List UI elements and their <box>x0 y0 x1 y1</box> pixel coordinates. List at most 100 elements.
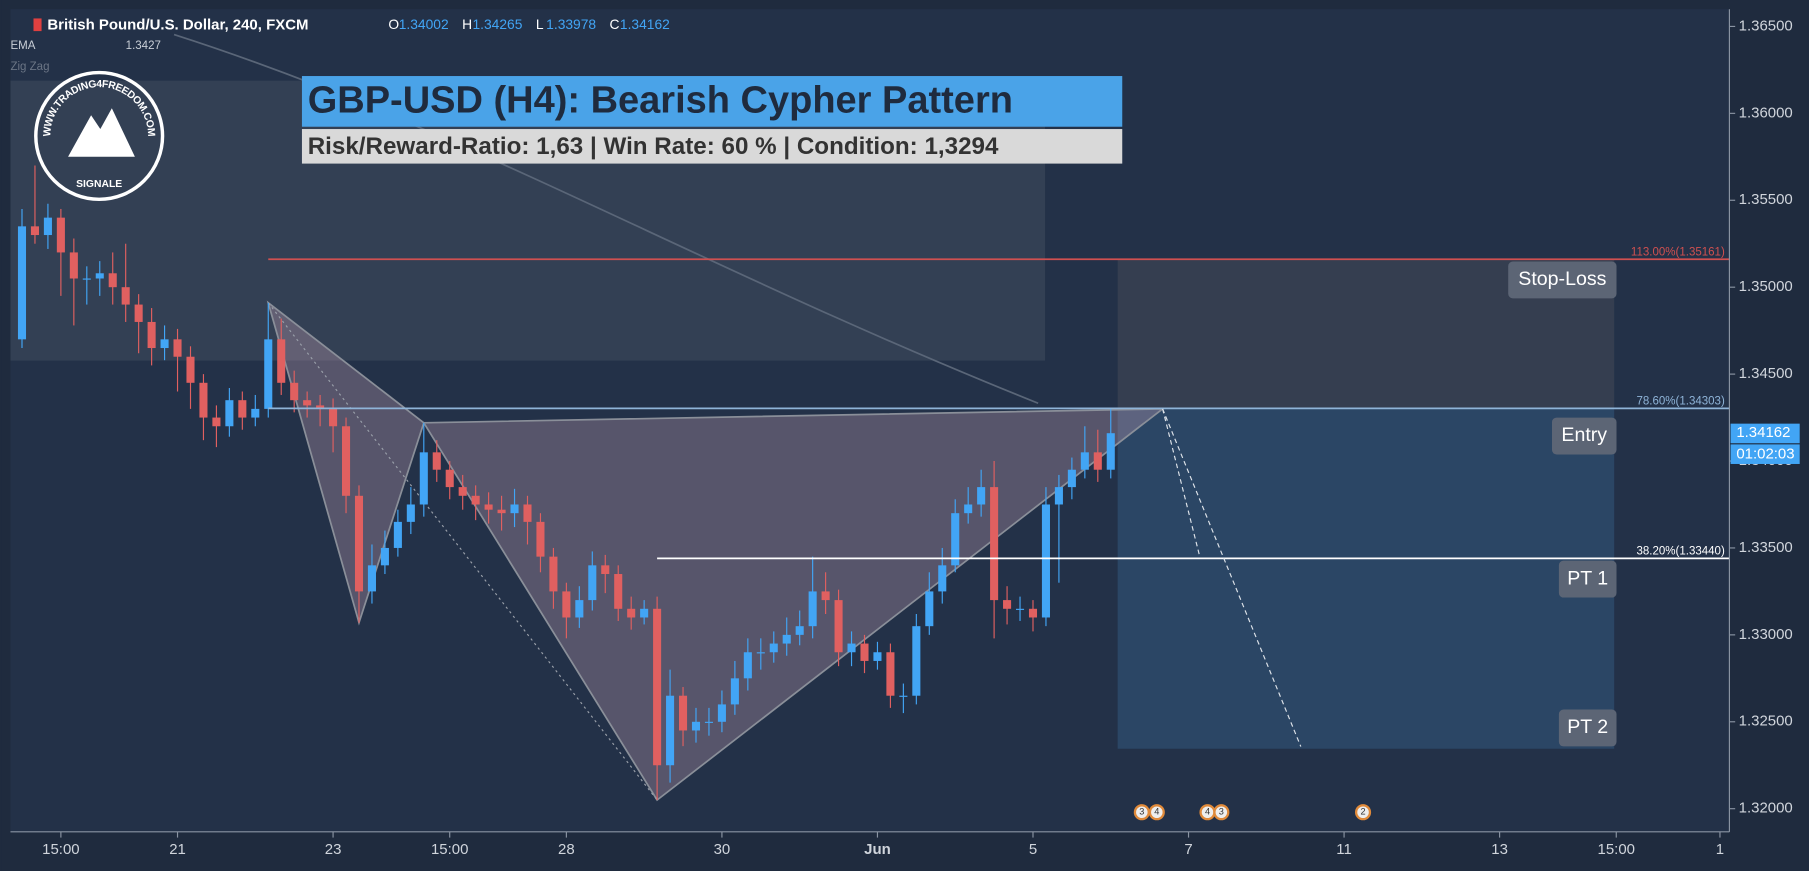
candle-body <box>121 287 130 305</box>
candle-body <box>484 504 493 510</box>
x-tick-label: 30 <box>714 841 731 858</box>
ohlc-value: 1.34265 <box>472 16 522 32</box>
chart-title: GBP-USD (H4): Bearish Cypher Pattern <box>308 80 1013 122</box>
candle-body <box>717 704 726 722</box>
target-box <box>1508 261 1617 299</box>
ohlc-key: L <box>536 16 544 32</box>
candle-body <box>212 417 221 427</box>
y-tick-label: 1.33500 <box>1739 539 1793 556</box>
y-tick-label: 1.36000 <box>1739 104 1793 121</box>
candle-body <box>1028 608 1038 618</box>
x-tick-label: 15:00 <box>431 841 468 858</box>
candle-body <box>225 400 234 427</box>
candle-body <box>432 452 441 470</box>
plot-layer <box>17 165 1730 802</box>
candle-body <box>938 565 947 592</box>
candle-body <box>160 339 169 349</box>
candle-body <box>290 382 299 401</box>
candle-body <box>497 509 506 514</box>
candle-body <box>743 652 752 679</box>
candle-body <box>575 600 584 618</box>
chart-subtitle: Risk/Reward-Ratio: 1,63 | Win Rate: 60 %… <box>308 133 999 160</box>
candle-body <box>108 273 117 288</box>
logo-label: SIGNALE <box>76 179 122 190</box>
ohlc-key: O <box>388 16 399 32</box>
candle-body <box>1054 487 1063 505</box>
candle-body <box>458 487 467 496</box>
candle-body <box>523 504 532 522</box>
candle-body <box>899 695 908 697</box>
candle-body <box>1003 600 1012 609</box>
indicator-value: 1.3427 <box>126 40 161 52</box>
candle-body <box>860 643 869 661</box>
candle-body <box>873 652 882 661</box>
candle-body <box>69 252 78 279</box>
target-box <box>1558 560 1617 598</box>
last-price-tag <box>1730 423 1800 444</box>
candle-body <box>1067 469 1076 488</box>
fib-label: 38.20%(1.33440) <box>1636 546 1725 558</box>
ohlc-value: 1.34002 <box>399 16 449 32</box>
candle-body <box>562 591 571 618</box>
candle-body <box>640 608 649 618</box>
candle-body <box>30 226 39 236</box>
candle-body <box>1015 608 1025 610</box>
candle-body <box>691 721 701 731</box>
candle-body <box>277 339 286 383</box>
event-badge-label: 4 <box>1154 807 1159 817</box>
candle-body <box>341 426 351 496</box>
x-tick-label: 15:00 <box>1598 841 1635 858</box>
candle-body <box>886 652 895 696</box>
candle-body <box>782 634 791 644</box>
y-tick-label: 1.32000 <box>1739 800 1793 817</box>
target-label: PT 2 <box>1567 716 1608 738</box>
event-badge-label: 4 <box>1205 807 1210 817</box>
x-tick-label: 15:00 <box>42 841 79 858</box>
candle-body <box>588 565 597 601</box>
x-tick-label: 7 <box>1184 841 1192 858</box>
zone <box>10 80 1046 361</box>
candle-body <box>82 278 91 280</box>
candle-body <box>1080 452 1089 470</box>
x-tick-label: Jun <box>864 841 891 858</box>
candle-body <box>380 547 389 566</box>
candle-body <box>1106 433 1115 470</box>
event-badge-label: 2 <box>1360 807 1365 817</box>
target-label: Entry <box>1561 424 1607 446</box>
candle-body <box>419 452 428 505</box>
candle-body <box>354 495 364 592</box>
candle-body <box>536 521 545 557</box>
ema-line <box>173 33 1039 405</box>
candle-body <box>808 591 817 627</box>
candle-body <box>445 469 454 488</box>
event-badge <box>1354 804 1372 821</box>
candle-body <box>951 513 960 566</box>
candle-body <box>990 487 999 601</box>
y-tick-label: 1.35500 <box>1739 191 1793 208</box>
indicator-name: Zig Zag <box>10 61 49 73</box>
candle-body <box>834 600 843 653</box>
candle-body <box>238 400 247 418</box>
target-box <box>1551 417 1617 455</box>
candle-body <box>925 591 934 627</box>
candle-body <box>43 217 52 236</box>
fib-label: 113.00%(1.35161) <box>1631 246 1725 258</box>
candle-body <box>367 565 376 592</box>
candle-body <box>406 504 415 522</box>
candle-body <box>730 678 739 705</box>
projection-arrow <box>1162 408 1302 747</box>
target-label: Stop-Loss <box>1518 268 1606 290</box>
candle-body <box>56 217 65 253</box>
ohlc-header: O 1.34002 H 1.34265 L 1.33978 C 1.34162 <box>388 16 670 32</box>
candle-body <box>147 321 156 349</box>
candle-body <box>510 504 519 514</box>
candle-body <box>173 339 182 357</box>
x-tick-label: 11 <box>1336 841 1352 858</box>
event-badge-label: 3 <box>1139 807 1144 817</box>
ohlc-value: 1.33978 <box>546 16 596 32</box>
candle-body <box>678 695 688 731</box>
candle-body <box>17 226 27 340</box>
candle-body <box>964 504 973 514</box>
last-price-label: 1.34162 <box>1736 424 1790 441</box>
